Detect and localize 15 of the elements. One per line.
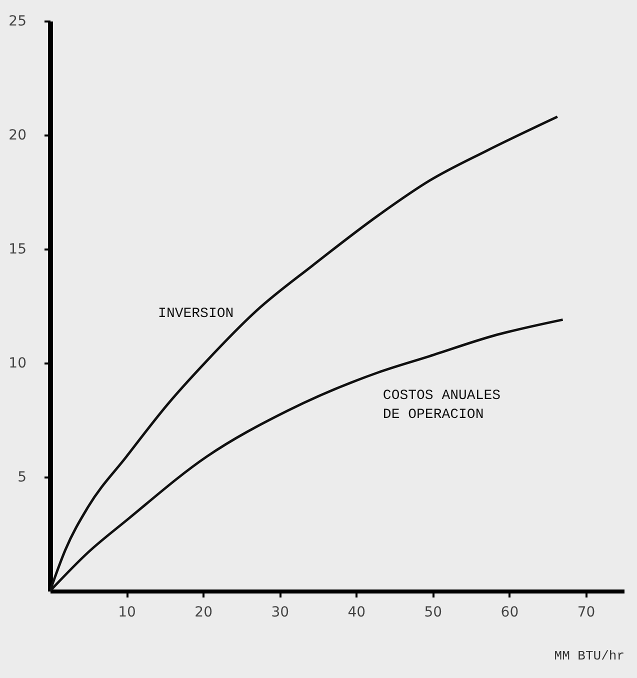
- x-tick-label: 70: [577, 604, 596, 620]
- y-tick-label: 15: [8, 242, 26, 258]
- x-tick-label: 60: [500, 604, 519, 620]
- x-axis-title: MM BTU/hr: [554, 648, 624, 664]
- x-tick-label: 40: [348, 604, 366, 620]
- x-tick-label: 10: [118, 604, 136, 620]
- x-tick-label: 20: [194, 604, 212, 620]
- y-tick-label: 20: [8, 128, 26, 144]
- y-tick-label: 10: [8, 356, 26, 372]
- series-label: INVERSION: [158, 306, 234, 322]
- x-tick-label: 30: [271, 604, 290, 620]
- series-label: COSTOS ANUALES DE OPERACION: [382, 388, 501, 424]
- y-tick-label: 5: [18, 470, 26, 486]
- x-tick-label: 50: [424, 604, 442, 620]
- y-tick-label: 25: [8, 14, 26, 30]
